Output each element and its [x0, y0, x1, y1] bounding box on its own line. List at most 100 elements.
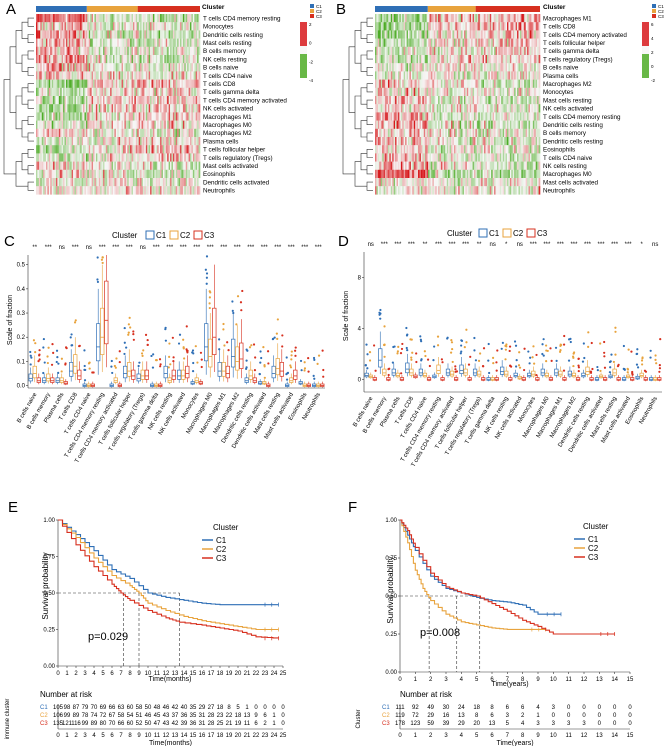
heat-cell: [379, 112, 382, 121]
heat-cell: [113, 112, 115, 121]
heat-cell: [181, 22, 184, 31]
heat-cell: [419, 22, 422, 31]
heat-cell: [484, 120, 486, 129]
heat-cell: [446, 169, 449, 179]
heat-cell: [181, 137, 184, 146]
heat-cell: [135, 14, 138, 23]
heat-cell: [379, 55, 382, 64]
heat-cell: [130, 186, 132, 195]
heat-cell: [436, 145, 439, 154]
heat-cell: [121, 161, 124, 170]
heat-cell: [162, 22, 165, 31]
heat-cell: [438, 14, 440, 23]
heat-cell: [408, 112, 410, 121]
heat-cell: [135, 186, 138, 195]
heat-cell: [147, 14, 149, 23]
heat-cell: [495, 30, 498, 39]
heat-cell: [511, 38, 514, 47]
heat-cell: [57, 161, 60, 170]
heat-cell: [93, 79, 95, 88]
heat-cell: [409, 63, 412, 72]
heat-cell: [47, 55, 50, 64]
heat-cell: [162, 145, 165, 154]
heat-cell: [111, 120, 114, 129]
heat-cell: [429, 120, 432, 129]
heat-cell: [135, 112, 138, 121]
heat-cell: [54, 55, 57, 64]
heat-cell: [152, 96, 155, 105]
heat-cell: [158, 169, 161, 179]
heat-cell: [403, 87, 406, 97]
heat-cell: [403, 71, 406, 80]
heat-cell: [167, 161, 169, 170]
heat-cell: [425, 87, 427, 97]
heat-cell: [377, 120, 380, 129]
heat-cell: [531, 30, 534, 39]
heat-cell: [104, 161, 107, 170]
row-label: NK cells activated: [203, 106, 254, 113]
heat-cell: [519, 14, 522, 23]
heat-cell: [120, 145, 122, 154]
heat-cell: [525, 169, 528, 179]
heat-cell: [448, 14, 450, 23]
heat-cell: [439, 128, 442, 138]
heat-cell: [190, 96, 192, 105]
heat-cell: [90, 104, 92, 113]
heat-cell: [486, 71, 489, 80]
heat-cell: [514, 128, 516, 138]
heat-cell: [537, 87, 539, 97]
heat-cell: [85, 161, 88, 170]
heat-cell: [512, 112, 515, 121]
heat-cell: [399, 38, 402, 47]
heat-cell: [45, 128, 48, 138]
heat-cell: [498, 120, 501, 129]
heat-cell: [180, 104, 182, 113]
heat-cell: [418, 14, 420, 23]
heat-cell: [48, 79, 51, 88]
dendro-branch: [21, 87, 28, 105]
heat-cell: [131, 63, 134, 72]
heat-cell: [184, 112, 187, 121]
heat-cell: [385, 178, 387, 187]
heat-cell: [164, 79, 167, 88]
panel-a-cluster-bar: [36, 6, 200, 12]
heat-cell: [486, 14, 489, 23]
heat-cell: [48, 186, 51, 195]
heat-cell: [518, 63, 521, 72]
heat-cell: [75, 87, 78, 97]
heat-cell: [442, 30, 445, 39]
heat-cell: [429, 55, 432, 64]
heat-cell: [177, 87, 179, 97]
heat-cell: [468, 22, 470, 31]
heat-cell: [41, 178, 44, 187]
heat-cell: [87, 112, 90, 121]
heat-cell: [502, 161, 505, 170]
dendro-branch: [366, 181, 373, 191]
heat-cell: [98, 161, 101, 170]
row-label: Neutrophils: [203, 188, 235, 195]
heat-cell: [51, 22, 54, 31]
heat-cell: [376, 137, 379, 146]
heat-cell: [403, 30, 406, 39]
heat-cell: [191, 161, 194, 170]
heat-cell: [98, 46, 101, 56]
heat-cell: [410, 145, 413, 154]
heat-cell: [107, 178, 110, 187]
heat-cell: [68, 71, 71, 80]
heat-cell: [58, 14, 61, 23]
heat-cell: [150, 145, 152, 154]
heat-cell: [515, 79, 518, 88]
heat-cell: [90, 137, 92, 146]
heat-cell: [383, 55, 386, 64]
heat-cell: [168, 87, 171, 97]
heat-cell: [53, 87, 55, 97]
heat-cell: [117, 96, 120, 105]
heat-cell: [168, 14, 171, 23]
heat-cell: [491, 104, 493, 113]
heat-cell: [375, 120, 377, 129]
heat-cell: [97, 55, 100, 64]
heat-cell: [532, 55, 535, 64]
heat-cell: [110, 55, 112, 64]
heat-cell: [58, 38, 61, 47]
heat-cell: [44, 120, 47, 129]
